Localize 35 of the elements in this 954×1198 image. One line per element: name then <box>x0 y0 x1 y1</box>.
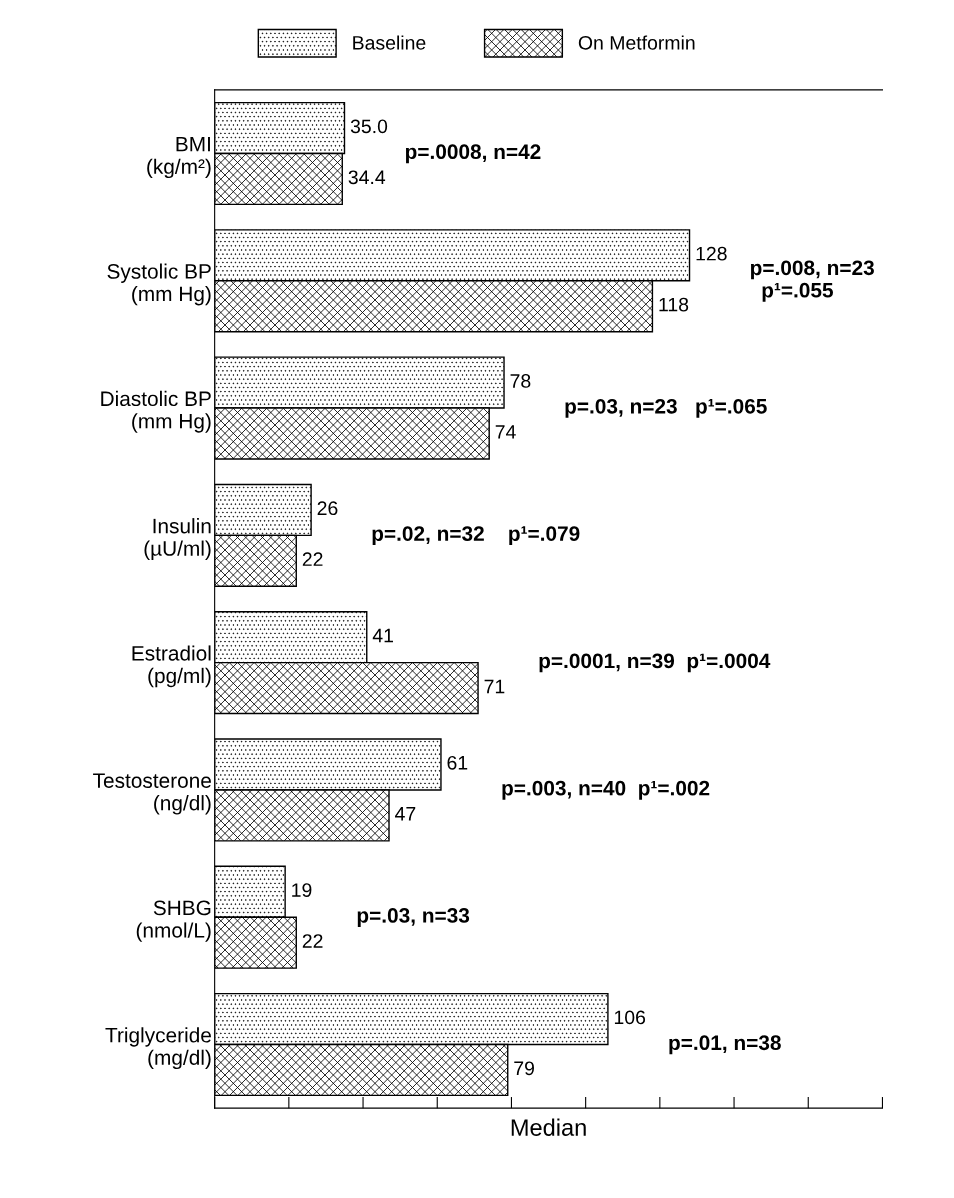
annotation: p=.0008, n=42 <box>405 144 541 164</box>
annotation: p=.02, n=32 p¹=.079 <box>372 526 580 546</box>
data-label: 34.4 <box>348 170 386 185</box>
data-label: 35.0 <box>350 119 388 134</box>
y-tick-label: Insulin (µU/ml) <box>144 518 211 560</box>
data-label: 61 <box>447 755 468 770</box>
data-label: 78 <box>510 374 531 388</box>
y-tick-label: Estradiol (pg/ml) <box>132 645 211 688</box>
data-label: 79 <box>514 1061 534 1076</box>
data-label: 106 <box>614 1010 646 1025</box>
annotation: p=.01, n=38 <box>669 1035 781 1055</box>
data-label: 26 <box>317 501 338 516</box>
data-label: 19 <box>292 883 312 897</box>
data-label: 22 <box>302 934 323 948</box>
y-tick-label: Triglyceride (mg/dl) <box>105 1027 211 1070</box>
data-label: 22 <box>302 552 323 566</box>
annotation: p=.003, n=40 p¹=.002 <box>502 780 710 800</box>
x-axis-title: Median <box>511 1118 586 1136</box>
data-label: 118 <box>659 297 689 312</box>
data-label: 74 <box>495 425 516 439</box>
legend-label: On Metformin <box>578 35 695 50</box>
data-label: 47 <box>395 807 416 821</box>
legend-label: Baseline <box>353 35 426 50</box>
annotation: p=.0001, n=39 p¹=.0004 <box>539 653 771 673</box>
annotation: p=.008, n=23 p¹=.055 <box>751 260 874 302</box>
y-tick-label: Diastolic BP (mm Hg) <box>101 390 211 433</box>
annotation: p=.03, n=23 p¹=.065 <box>565 398 767 418</box>
y-tick-label: Testosterone (ng/dl) <box>93 773 211 815</box>
y-tick-label: BMI (kg/m²) <box>147 137 211 179</box>
y-tick-label: SHBG (nmol/L) <box>136 900 211 942</box>
annotation: p=.03, n=33 <box>357 908 470 927</box>
data-label: 71 <box>484 679 505 694</box>
data-label: 128 <box>696 246 727 261</box>
data-label: 41 <box>372 628 393 643</box>
y-tick-label: Systolic BP (mm Hg) <box>107 263 211 306</box>
